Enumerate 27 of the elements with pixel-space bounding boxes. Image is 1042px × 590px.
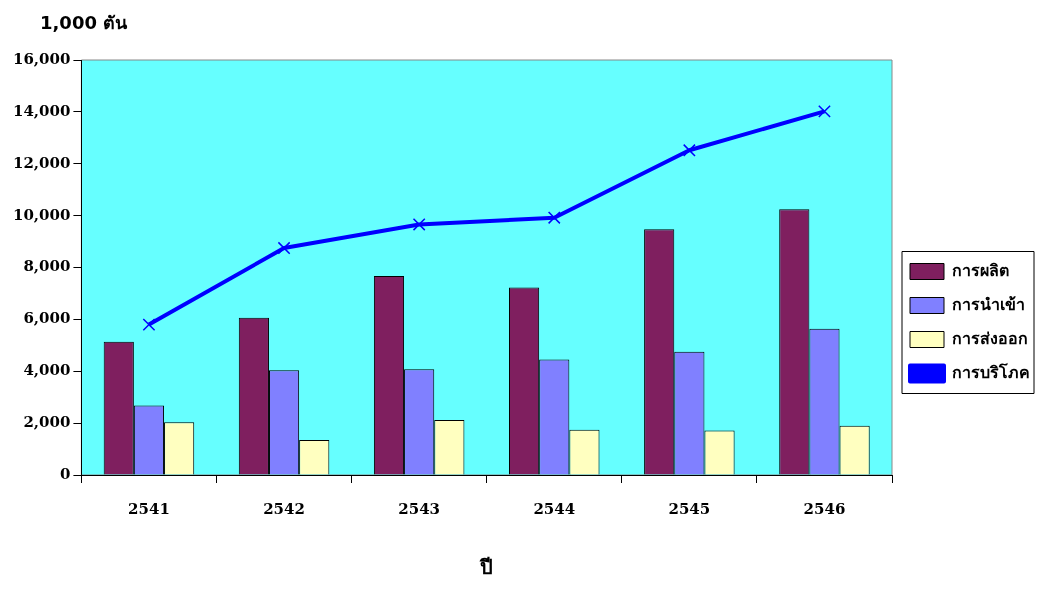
y-tick-label: 6,000 xyxy=(23,309,71,328)
y-tick-label: 14,000 xyxy=(12,101,71,120)
point xyxy=(277,241,291,255)
legend-label: การส่งออก xyxy=(952,328,1028,348)
x-tick-label: 2545 xyxy=(668,499,711,518)
y-axis-title: 1,000 ตัน xyxy=(40,11,128,35)
legend-label: การนำเข้า xyxy=(952,294,1025,314)
y-tick-label: 16,000 xyxy=(12,49,71,68)
point xyxy=(142,318,156,331)
y-tick-label: 12,000 xyxy=(12,153,71,172)
legend-label: การบริโภค xyxy=(952,361,1030,382)
point xyxy=(682,143,696,157)
point xyxy=(412,218,426,231)
x-tick-label: 2543 xyxy=(398,499,441,518)
x-tick-label: 2544 xyxy=(533,499,576,518)
x-tick-label: 2546 xyxy=(803,499,846,518)
y-tick-label: 2,000 xyxy=(23,413,71,432)
point xyxy=(547,211,561,225)
y-tick-label: 4,000 xyxy=(23,361,71,380)
y-tick-label: 0 xyxy=(59,464,71,483)
x-axis-title: ปี xyxy=(479,555,494,580)
point xyxy=(818,104,831,118)
y-tick-label: 8,000 xyxy=(23,257,71,276)
x-tick-label: 2541 xyxy=(128,499,170,518)
legend-label: การผลิต xyxy=(952,260,1009,280)
y-tick-label: 10,000 xyxy=(12,205,71,224)
x-tick-label: 2542 xyxy=(263,499,305,518)
